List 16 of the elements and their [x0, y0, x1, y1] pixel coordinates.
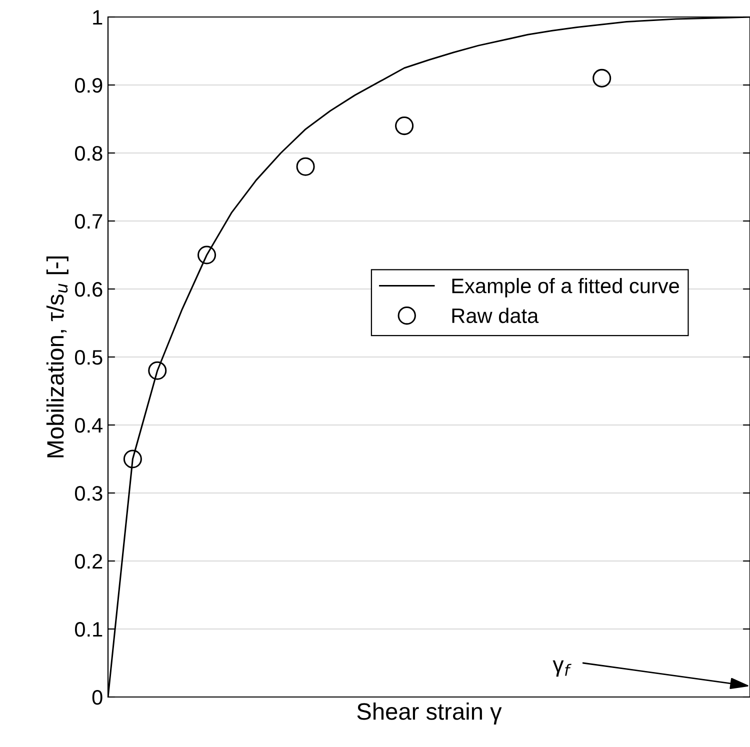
y-tick-label: 1	[93, 10, 102, 25]
y-tick-label: 0.5	[74, 350, 102, 365]
y-tick-label: 0.9	[74, 78, 102, 93]
legend-label: Example of a fitted curve	[452, 278, 679, 298]
y-tick-label: 0.1	[74, 622, 102, 637]
y-tick-label: 0.7	[74, 214, 102, 229]
x-axis-title: Shear strain γ	[357, 702, 502, 725]
y-tick-label: 0.6	[74, 282, 102, 297]
y-tick-label: 0.8	[74, 146, 102, 161]
y-tick-label: 0.4	[74, 418, 103, 433]
annotation: γ$_{f}$	[552, 660, 572, 677]
legend-label: Raw data	[452, 308, 539, 324]
y-axis-title: Mobilization, τ/s$_{u}$ [-]	[46, 256, 68, 458]
y-tick-label: 0	[92, 690, 102, 705]
y-tick-label: 0.2	[74, 554, 102, 569]
y-tick-label: 0.3	[74, 486, 102, 501]
